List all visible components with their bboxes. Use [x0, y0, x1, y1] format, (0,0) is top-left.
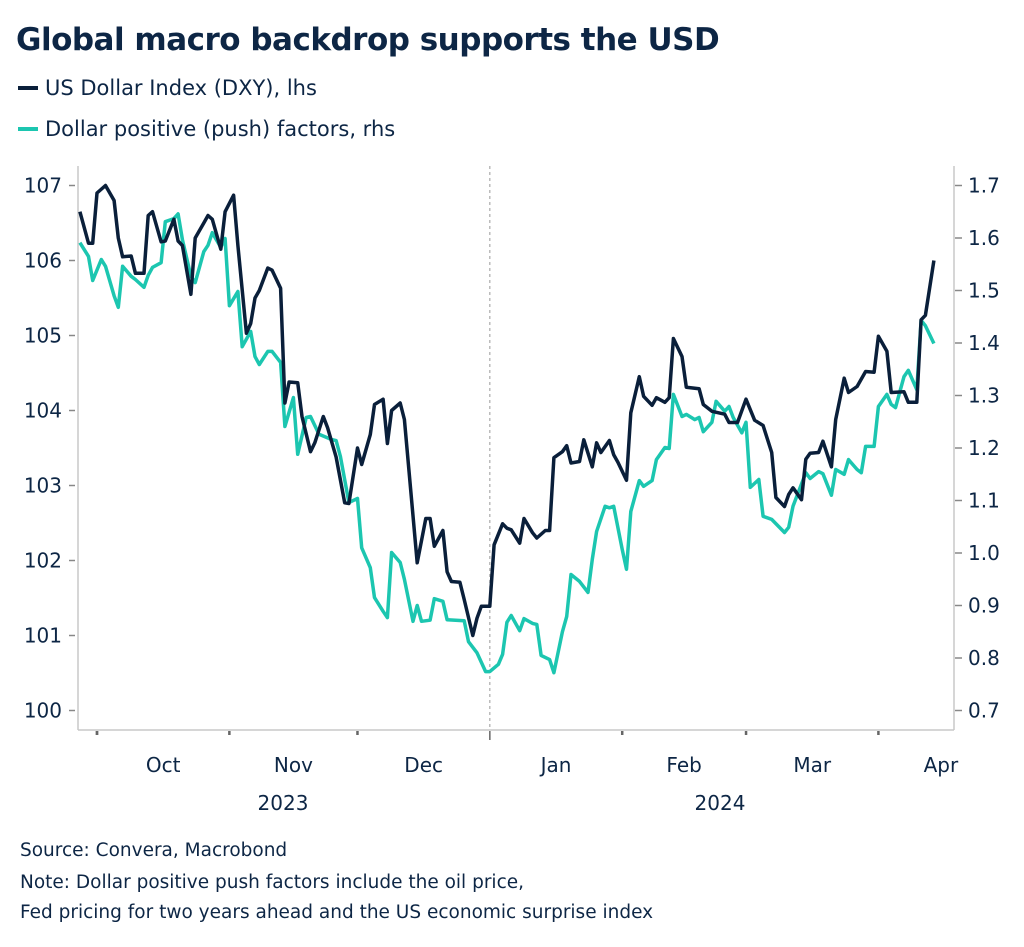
x-month-label: Nov	[274, 753, 313, 777]
x-month-label: Mar	[793, 753, 832, 777]
legend-swatch-dxy	[18, 86, 38, 90]
x-year-label: 2023	[258, 791, 309, 815]
right-tick-label: 1.5	[968, 279, 1000, 303]
right-tick-label: 1.1	[968, 489, 1000, 513]
series-line-push	[78, 212, 936, 675]
methodology-note-line-1: Note: Dollar positive push factors inclu…	[20, 872, 524, 893]
left-tick-label: 101	[24, 624, 62, 648]
chart-title: Global macro backdrop supports the USD	[16, 22, 720, 58]
legend-item-push: Dollar positive (push) factors, rhs	[18, 117, 395, 141]
left-tick-label: 104	[24, 399, 62, 423]
left-tick-label: 103	[24, 474, 62, 498]
legend-swatch-push	[18, 127, 38, 131]
x-month-label: Dec	[404, 753, 443, 777]
legend-label-push: Dollar positive (push) factors, rhs	[45, 117, 396, 141]
x-month-label: Apr	[924, 753, 959, 777]
left-tick-label: 100	[24, 699, 62, 723]
x-month-label: Jan	[539, 753, 572, 777]
series-line-dxy	[78, 183, 936, 638]
right-tick-label: 0.8	[968, 646, 1000, 670]
x-month-label: Feb	[666, 753, 701, 777]
right-tick-label: 1.2	[968, 436, 1000, 460]
methodology-note-line-2: Fed pricing for two years ahead and the …	[20, 902, 654, 923]
left-tick-label: 102	[24, 549, 62, 573]
left-tick-label: 107	[24, 174, 62, 198]
right-tick-label: 0.9	[968, 594, 1000, 618]
right-tick-label: 0.7	[968, 699, 1000, 723]
legend-label-dxy: US Dollar Index (DXY), lhs	[45, 76, 317, 100]
right-tick-label: 1.3	[968, 384, 1000, 408]
left-tick-label: 106	[24, 249, 62, 273]
right-tick-label: 1.6	[968, 226, 1000, 250]
right-tick-label: 1.7	[968, 174, 1000, 198]
right-tick-label: 1.0	[968, 541, 1000, 565]
left-tick-label: 105	[24, 324, 62, 348]
x-month-label: Oct	[146, 753, 181, 777]
source-note: Source: Convera, Macrobond	[20, 840, 288, 861]
x-year-label: 2024	[695, 791, 746, 815]
right-tick-label: 1.4	[968, 331, 1000, 355]
legend-item-dxy: US Dollar Index (DXY), lhs	[18, 76, 317, 100]
